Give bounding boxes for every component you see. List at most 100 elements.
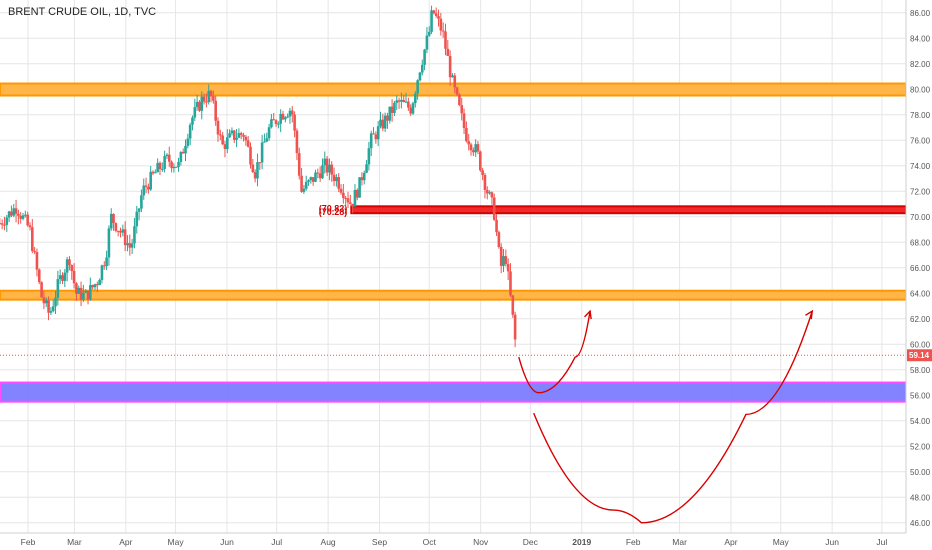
candle-body [462, 113, 466, 128]
y-tick-label: 62.00 [910, 315, 931, 324]
candle-body [374, 134, 378, 140]
support-zone-56 [0, 381, 907, 403]
candle-body [142, 185, 146, 196]
candle-body [506, 264, 510, 272]
candle-body [214, 100, 217, 121]
y-tick-label: 80.00 [910, 85, 931, 94]
candle-body [188, 124, 192, 139]
candle-body [133, 226, 136, 244]
y-tick-label: 48.00 [910, 493, 931, 502]
candle-body [448, 55, 452, 78]
candle-body [344, 198, 347, 200]
candle-body [40, 282, 43, 298]
candle-body [242, 134, 245, 137]
candle-body [253, 172, 257, 179]
candle-body [346, 198, 350, 203]
candle-body [19, 215, 23, 219]
candle-body [502, 256, 505, 266]
y-tick-label: 74.00 [910, 162, 931, 171]
candle-body [404, 101, 408, 103]
x-tick-label: Apr [724, 537, 737, 547]
candle-body [395, 100, 399, 103]
candle-body [504, 256, 508, 265]
candle-body [297, 153, 301, 176]
candle-body [360, 177, 364, 181]
candle-body [353, 189, 357, 207]
candle-body [474, 144, 477, 153]
candle-body [61, 275, 64, 281]
candle-body [295, 130, 299, 154]
candle-body [239, 133, 243, 135]
resistance-zone-70-label: (70.82) [319, 203, 348, 213]
candle-body [96, 284, 99, 286]
candle-body [488, 192, 491, 194]
candle-body [277, 123, 280, 125]
candle-body [386, 115, 389, 121]
candle-body [495, 219, 498, 233]
candle-body [202, 96, 206, 102]
candle-body [114, 223, 118, 231]
x-tick-label: Mar [672, 537, 687, 547]
candle-body [216, 120, 220, 135]
candle-body [93, 284, 97, 288]
candle-body [246, 140, 250, 147]
candle-body [191, 117, 194, 125]
y-tick-label: 86.00 [910, 9, 931, 18]
candle-body [316, 172, 320, 174]
candle-body [372, 133, 375, 135]
candle-body [286, 116, 289, 118]
candle-body [10, 211, 13, 216]
candle-body [330, 164, 334, 175]
candle-body [307, 180, 310, 182]
x-tick-label: Mar [67, 537, 82, 547]
candle-body [100, 265, 104, 280]
candle-body [263, 141, 266, 143]
candle-body [35, 252, 39, 270]
candle-body [425, 35, 429, 50]
y-tick-label: 72.00 [910, 187, 931, 196]
candle-body [455, 87, 459, 95]
x-tick-label: Feb [21, 537, 36, 547]
candle-body [390, 106, 394, 113]
candle-body [485, 189, 489, 194]
candle-body [3, 224, 6, 226]
candle-body [293, 114, 296, 131]
candle-body [26, 214, 29, 226]
y-tick-label: 84.00 [910, 34, 931, 43]
candle-body [209, 90, 213, 97]
candle-body [219, 134, 222, 136]
candle-body [98, 279, 101, 286]
candle-body [497, 232, 501, 247]
candle-body [272, 119, 276, 121]
candle-body [270, 119, 273, 128]
x-tick-label: Nov [473, 537, 489, 547]
candle-body [472, 150, 475, 153]
candle-body [193, 107, 197, 118]
y-tick-label: 52.00 [910, 442, 931, 451]
candle-body [288, 110, 292, 117]
candle-body [439, 18, 443, 31]
candle-body [198, 101, 201, 111]
candle-body [256, 162, 259, 179]
candle-body [332, 174, 336, 182]
candle-body [434, 13, 438, 17]
candle-body [140, 195, 143, 209]
candle-body [232, 130, 236, 140]
candle-body [65, 259, 69, 273]
candle-body [107, 228, 111, 258]
candle-body [376, 126, 380, 140]
candle-body [49, 311, 53, 313]
candle-body [418, 72, 422, 81]
candle-body [325, 158, 329, 173]
candle-body [476, 144, 480, 152]
candle-body [14, 208, 18, 214]
candle-body [513, 314, 517, 340]
candle-body [383, 115, 387, 129]
candle-body [181, 151, 185, 154]
candle-body [258, 162, 262, 164]
candle-body [116, 230, 120, 232]
candle-body [63, 272, 67, 281]
candle-body [279, 113, 282, 124]
